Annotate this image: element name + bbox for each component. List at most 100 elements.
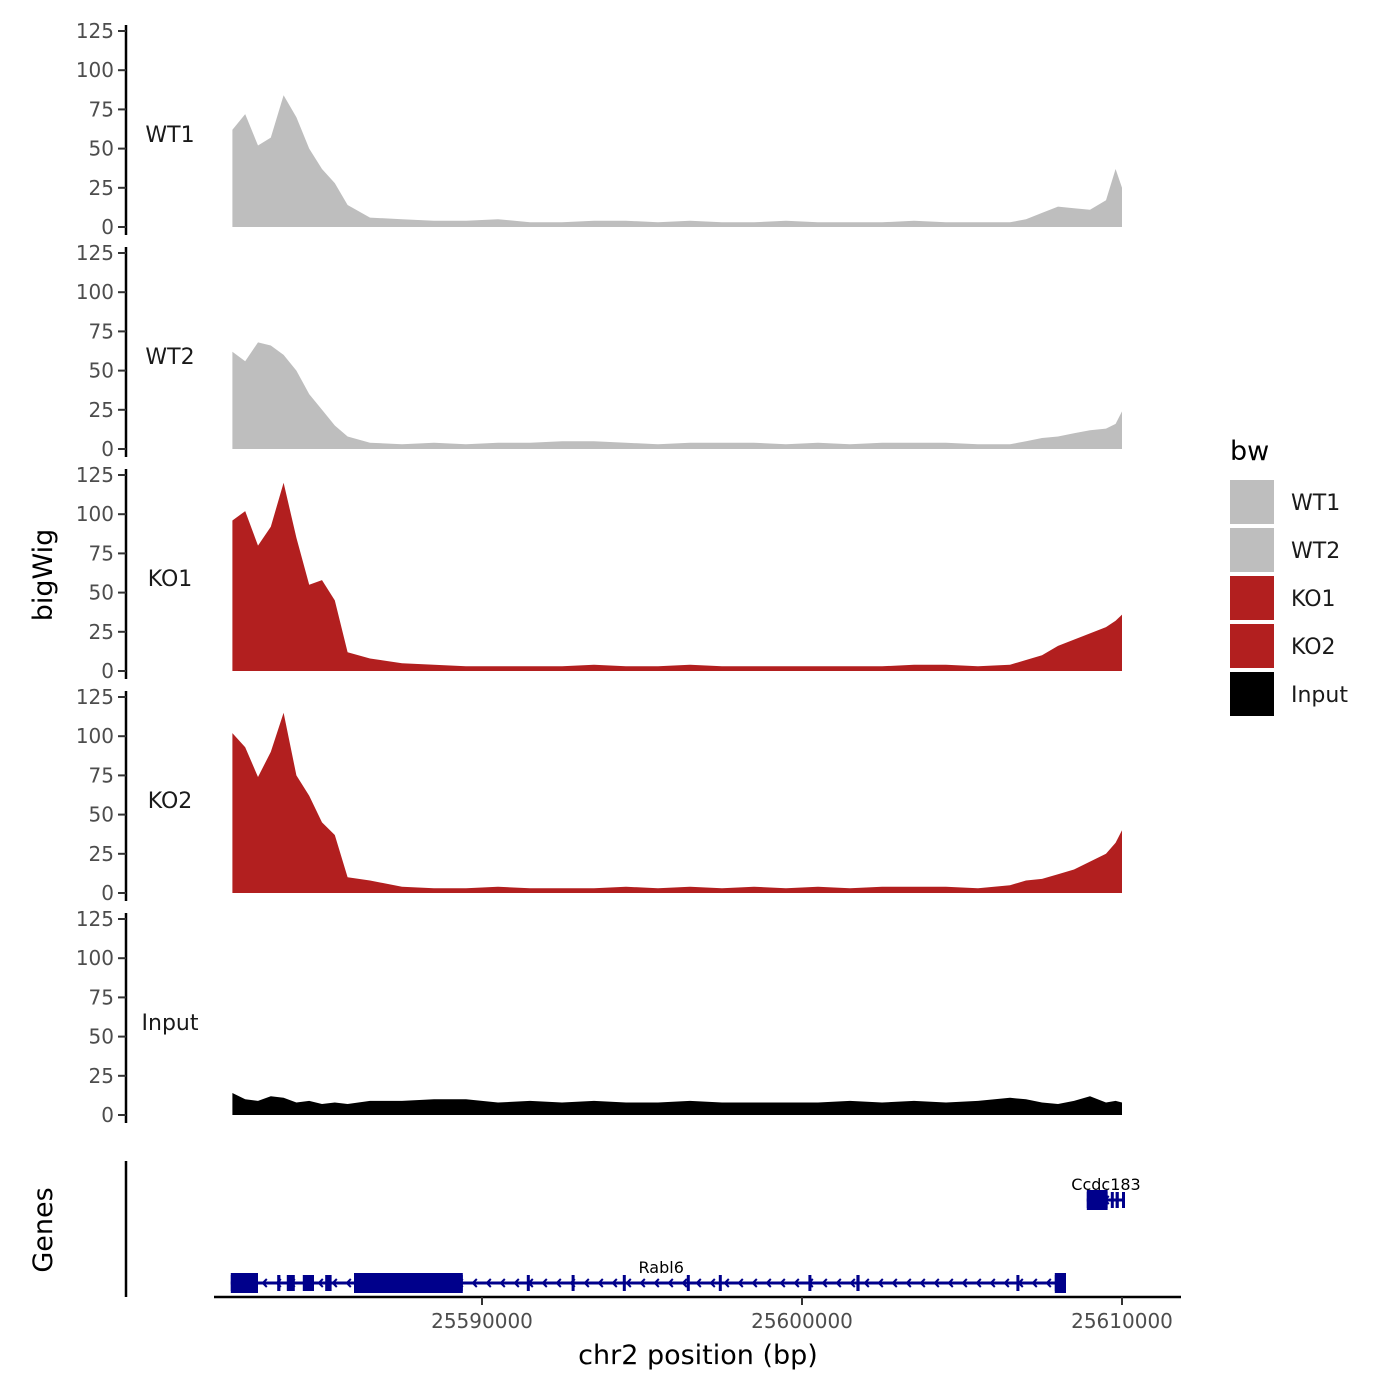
strand-arrow (471, 1278, 478, 1288)
y-tick-label: 50 (89, 803, 114, 827)
y-tick-label: 0 (101, 1103, 114, 1127)
strand-arrow (653, 1278, 660, 1288)
legend-title: bw (1230, 436, 1269, 467)
track-label: KO2 (148, 789, 193, 814)
y-tick-label: 50 (89, 137, 114, 161)
strand-arrow (695, 1278, 702, 1288)
strand-arrow (723, 1278, 730, 1288)
signal-tracks: 0 25 50 75 100 125 WT1 0 25 50 75 100 125 WT2 0 25 50 75 1… (76, 19, 1122, 1127)
track-label: WT2 (145, 345, 194, 370)
y-tick-label: 100 (76, 724, 114, 748)
strand-arrow (821, 1278, 828, 1288)
gene-ccdc183: Ccdc183 (1071, 1175, 1141, 1210)
signal-area-input (232, 1093, 1122, 1115)
y-tick-label: 75 (89, 985, 114, 1009)
strand-arrow (667, 1278, 674, 1288)
gene-rabl6: Rabl6 (230, 1258, 1066, 1293)
strand-arrow (345, 1278, 352, 1288)
strand-arrow (709, 1278, 716, 1288)
genes-axis-title: Genes (28, 1187, 59, 1272)
strand-arrow (779, 1278, 786, 1288)
gene-exon (1115, 1192, 1119, 1208)
gene-exon (325, 1275, 332, 1291)
y-tick-label: 50 (89, 359, 114, 383)
gene-exon-thick (354, 1273, 463, 1293)
signal-area-ko2 (232, 712, 1122, 893)
legend-label-ko1: KO1 (1291, 587, 1336, 612)
legend-key-ko2 (1230, 624, 1274, 668)
gene-exon (686, 1275, 690, 1291)
strand-arrow (513, 1278, 520, 1288)
legend: bw WT1 WT2 KO1 KO2 Input (1230, 436, 1348, 716)
strand-arrow (555, 1278, 562, 1288)
strand-arrow (863, 1278, 870, 1288)
y-tick-label: 75 (89, 541, 114, 565)
x-tick-label: 25610000 (1071, 1309, 1173, 1333)
genes-panel: Rabl6 Ccdc183 (124, 1161, 1141, 1297)
legend-key-ko1 (1230, 576, 1274, 620)
gene-exon (302, 1275, 314, 1291)
signal-area-wt2 (232, 342, 1122, 449)
gene-exon (526, 1275, 530, 1291)
signal-area-wt1 (232, 95, 1122, 227)
y-tick-label: 100 (76, 502, 114, 526)
strand-arrow (625, 1278, 632, 1288)
strand-arrow (1045, 1278, 1052, 1288)
strand-arrow (919, 1278, 926, 1288)
strand-arrow (485, 1278, 492, 1288)
strand-arrow (835, 1278, 842, 1288)
strand-arrow (933, 1278, 940, 1288)
gene-exon (1016, 1275, 1020, 1291)
y-tick-label: 100 (76, 946, 114, 970)
y-tick-label: 75 (89, 97, 114, 121)
gene-exon (277, 1275, 281, 1291)
y-tick-label: 25 (89, 176, 114, 200)
strand-arrow (905, 1278, 912, 1288)
strand-arrow (989, 1278, 996, 1288)
legend-label-wt2: WT2 (1291, 539, 1340, 564)
strand-arrow (975, 1278, 982, 1288)
track-ko2: 0 25 50 75 100 125 KO2 (76, 685, 1122, 905)
legend-label-wt1: WT1 (1291, 491, 1340, 516)
y-tick-label: 0 (101, 881, 114, 905)
y-tick-label: 25 (89, 1064, 114, 1088)
strand-arrow (331, 1278, 338, 1288)
gene-exon (622, 1275, 626, 1291)
strand-arrow (1003, 1278, 1010, 1288)
gene-exon (856, 1275, 860, 1291)
gene-exon-thick (230, 1273, 258, 1293)
strand-arrow (583, 1278, 590, 1288)
strand-arrow (849, 1278, 856, 1288)
x-tick-label: 25590000 (431, 1309, 533, 1333)
y-tick-label: 125 (76, 907, 114, 931)
y-tick-label: 125 (76, 463, 114, 487)
strand-arrow (611, 1278, 618, 1288)
y-tick-label: 125 (76, 19, 114, 43)
track-wt2: 0 25 50 75 100 125 WT2 (76, 241, 1122, 461)
gene-exon (571, 1275, 575, 1291)
strand-arrow (877, 1278, 884, 1288)
x-axis: 25590000 25600000 25610000 (214, 1295, 1181, 1333)
legend-key-wt1 (1230, 480, 1274, 524)
gene-exon (1122, 1192, 1125, 1208)
strand-arrow (499, 1278, 506, 1288)
legend-key-input (1230, 672, 1274, 716)
strand-arrow (317, 1278, 324, 1288)
track-input: 0 25 50 75 100 125 Input (76, 907, 1122, 1127)
legend-label-input: Input (1291, 683, 1348, 708)
strand-arrow (737, 1278, 744, 1288)
gene-exon-thick (1054, 1273, 1066, 1293)
gene-exon-thick (1086, 1190, 1108, 1210)
track-label: WT1 (145, 123, 194, 148)
track-label: KO1 (148, 567, 193, 592)
gene-label: Ccdc183 (1071, 1175, 1140, 1194)
y-tick-label: 75 (89, 319, 114, 343)
strand-arrow (541, 1278, 548, 1288)
x-tick-label: 25600000 (751, 1309, 853, 1333)
strand-arrow (597, 1278, 604, 1288)
strand-arrow (681, 1278, 688, 1288)
strand-arrow (765, 1278, 772, 1288)
y-tick-label: 25 (89, 620, 114, 644)
track-ko1: 0 25 50 75 100 125 KO1 (76, 463, 1122, 683)
